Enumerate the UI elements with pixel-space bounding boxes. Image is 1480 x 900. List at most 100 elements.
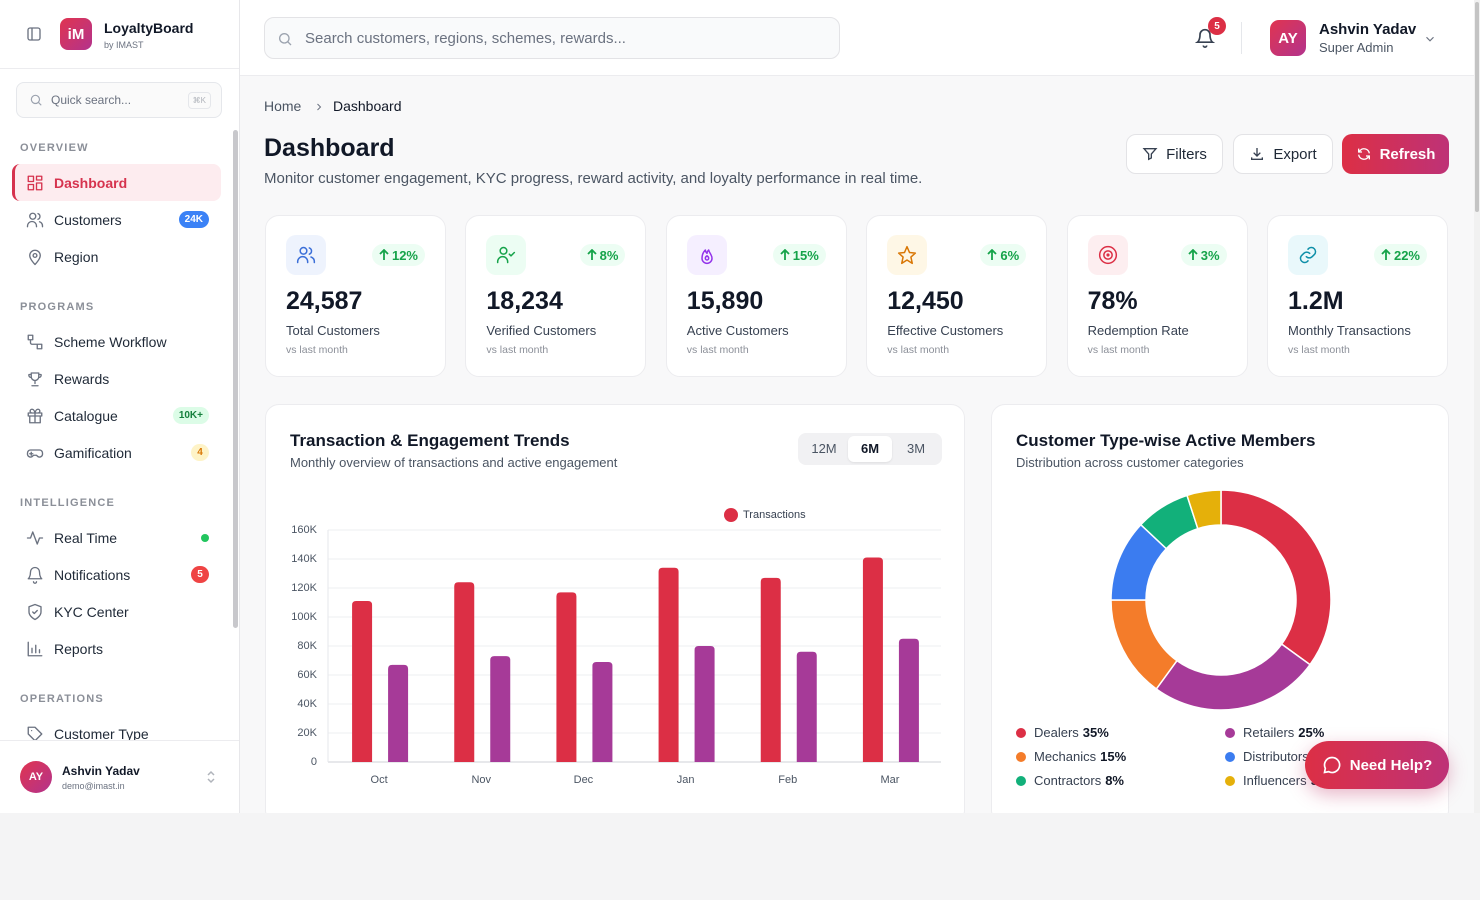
stat-value: 24,587 — [286, 287, 362, 316]
legend-value: 25% — [1298, 725, 1324, 740]
sidebar-toggle[interactable] — [26, 26, 42, 42]
quick-search[interactable]: Quick search... ⌘K — [16, 82, 222, 118]
legend-marker — [724, 508, 738, 522]
bar — [695, 646, 715, 762]
icon — [26, 566, 44, 584]
avatar[interactable]: AY — [1270, 20, 1306, 56]
nav-item[interactable]: KYC Center — [12, 593, 221, 630]
user-name: Ashvin Yadav — [62, 764, 140, 778]
icon — [26, 333, 44, 351]
breadcrumb-home[interactable]: Home — [264, 98, 301, 114]
legend-marker — [1225, 728, 1235, 738]
nav-item[interactable]: Gamification4 — [12, 434, 221, 471]
help-button[interactable]: Need Help? — [1305, 741, 1449, 789]
stat-value: 12,450 — [887, 287, 963, 316]
icon-path — [28, 213, 43, 227]
breadcrumb-separator — [313, 101, 325, 113]
stat-note: vs last month — [887, 344, 949, 356]
stat-card: 15%15,890Active Customersvs last month — [666, 215, 847, 377]
nav-label: Rewards — [54, 371, 109, 387]
nav-label: Customer Type — [54, 726, 149, 742]
legend-item: Contractors8% — [1016, 773, 1124, 788]
legend-value: 15% — [1100, 749, 1126, 764]
sidebar-user[interactable]: AY Ashvin Yadav demo@imast.in — [0, 740, 239, 813]
notification-badge: 5 — [1208, 17, 1226, 35]
bar — [352, 601, 372, 762]
section-title: INTELLIGENCE — [0, 493, 240, 513]
bar — [556, 592, 576, 762]
export-button[interactable]: Export — [1233, 134, 1333, 174]
y-tick-label: 40K — [297, 698, 317, 710]
change-pill: 15% — [773, 244, 826, 266]
y-tick-label: 120K — [291, 582, 317, 594]
nav-item[interactable]: Customers24K — [12, 201, 221, 238]
bar-chart: 020K40K60K80K100K120K140K160KOctNovDecJa… — [266, 405, 966, 805]
nav-item[interactable]: Scheme Workflow — [12, 323, 221, 360]
stat-label: Effective Customers — [887, 323, 1003, 338]
stat-note: vs last month — [1088, 344, 1150, 356]
global-search[interactable]: Search customers, regions, schemes, rewa… — [264, 17, 840, 59]
logo: iM — [60, 18, 92, 50]
bar — [454, 582, 474, 762]
icon-path — [702, 250, 712, 263]
legend-label: Dealers — [1034, 725, 1079, 740]
y-tick-label: 140K — [291, 553, 317, 565]
nav-label: Catalogue — [54, 408, 118, 424]
nav-item[interactable]: Rewards — [12, 360, 221, 397]
download-icon — [1249, 146, 1265, 162]
stat-note: vs last month — [286, 344, 348, 356]
icon — [26, 444, 44, 462]
scrollbar-thumb — [1475, 2, 1479, 212]
bar — [797, 652, 817, 762]
icon-path — [28, 450, 43, 457]
legend-item: Dealers35% — [1016, 725, 1109, 740]
refresh-button[interactable]: Refresh — [1342, 134, 1449, 174]
legend-label: Mechanics — [1034, 749, 1096, 764]
trend-card: Transaction & Engagement Trends Monthly … — [265, 404, 965, 813]
nav-item[interactable]: Reports — [12, 630, 221, 667]
icon — [26, 725, 44, 742]
arrow-path — [781, 250, 789, 260]
legend-label: Retailers — [1243, 725, 1294, 740]
filters-button[interactable]: Filters — [1126, 134, 1223, 174]
stat-icon — [1288, 235, 1328, 275]
nav-label: Region — [54, 249, 98, 265]
nav-item[interactable]: Dashboard — [12, 164, 221, 201]
stat-icon — [486, 235, 526, 275]
page-title: Dashboard — [264, 134, 395, 163]
icon-path — [28, 176, 42, 190]
stat-label: Monthly Transactions — [1288, 323, 1411, 338]
icon — [296, 245, 316, 265]
bar — [863, 558, 883, 762]
bar — [659, 568, 679, 762]
chevron-down[interactable] — [1423, 32, 1437, 46]
change-value: 15% — [793, 248, 819, 263]
stat-label: Redemption Rate — [1088, 323, 1189, 338]
nav-label: Dashboard — [54, 175, 127, 191]
brand-by: by IMAST — [104, 40, 144, 50]
help-label: Need Help? — [1350, 757, 1433, 774]
y-tick-label: 160K — [291, 524, 317, 536]
stat-value: 1.2M — [1288, 287, 1344, 316]
change-value: 8% — [600, 248, 619, 263]
nav-item[interactable]: Notifications5 — [12, 556, 221, 593]
app: iM LoyaltyBoard by IMAST Quick search...… — [0, 0, 1480, 813]
nav-item[interactable]: Customer Type — [12, 715, 221, 741]
nav-item[interactable]: Catalogue10K+ — [12, 397, 221, 434]
arrow-path — [988, 250, 996, 260]
nav-item[interactable]: Region — [12, 238, 221, 275]
brand-name: LoyaltyBoard — [104, 20, 193, 36]
stat-card: 22%1.2MMonthly Transactionsvs last month — [1267, 215, 1448, 377]
bar — [899, 639, 919, 762]
stat-label: Total Customers — [286, 323, 380, 338]
stat-icon — [887, 235, 927, 275]
nav-item[interactable]: Real Time — [12, 519, 221, 556]
change-value: 12% — [392, 248, 418, 263]
stat-card: 12% 24,587 Total Customers vs last month — [265, 215, 446, 377]
donut-segment — [1156, 644, 1310, 710]
icon — [26, 174, 44, 192]
page-subtitle: Monitor customer engagement, KYC progres… — [264, 170, 922, 187]
legend-value: 8% — [1105, 773, 1124, 788]
